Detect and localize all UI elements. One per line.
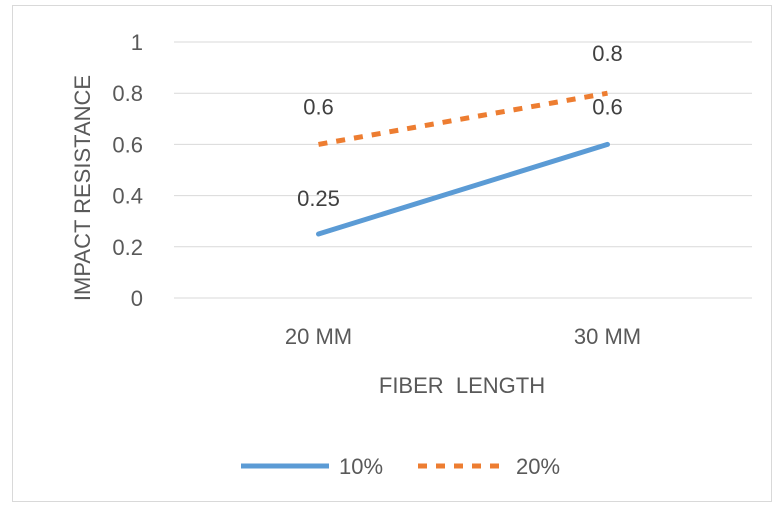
series-line-0 bbox=[316, 141, 610, 237]
y-tick-label: 0.4 bbox=[112, 184, 143, 209]
legend-label: 20% bbox=[516, 454, 560, 479]
x-tick-label: 20 MM bbox=[285, 324, 352, 349]
data-label: 0.25 bbox=[297, 186, 340, 211]
gridlines bbox=[174, 41, 752, 299]
y-tick-label: 0.6 bbox=[112, 132, 143, 157]
y-tick-label: 1 bbox=[131, 30, 143, 55]
data-label: 0.8 bbox=[592, 41, 623, 66]
series-lines bbox=[316, 90, 610, 237]
y-axis-title: IMPACT RESISTANCE bbox=[70, 75, 95, 301]
y-tick-label: 0 bbox=[131, 286, 143, 311]
data-label: 0.6 bbox=[592, 94, 623, 119]
y-axis-ticks: 0 0.2 0.4 0.6 0.8 1 bbox=[112, 30, 143, 311]
legend-label: 10% bbox=[339, 454, 383, 479]
chart-frame bbox=[12, 5, 772, 502]
x-tick-label: 30 MM bbox=[574, 324, 641, 349]
data-label: 0.6 bbox=[303, 94, 334, 119]
x-axis-ticks: 20 MM 30 MM bbox=[285, 324, 641, 349]
legend: 10% 20% bbox=[241, 454, 560, 479]
data-labels: 0.25 0.6 0.6 0.8 bbox=[297, 41, 623, 211]
x-axis-title: FIBER LENGTH bbox=[379, 373, 545, 398]
y-tick-label: 0.2 bbox=[112, 235, 143, 260]
y-tick-label: 0.8 bbox=[112, 81, 143, 106]
series-line-1 bbox=[318, 90, 608, 147]
